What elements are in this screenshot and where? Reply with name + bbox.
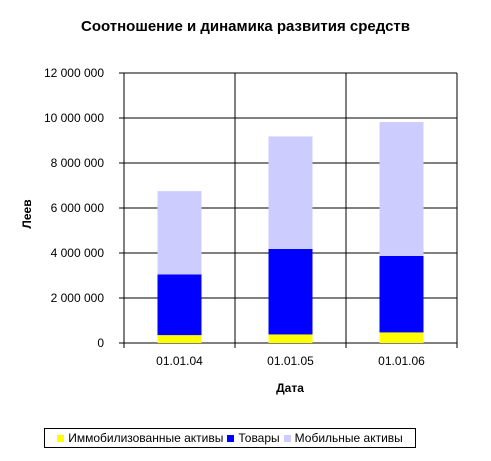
legend-label: Иммобилизованные активы	[68, 431, 224, 445]
x-tick-label: 01.01.06	[378, 354, 425, 368]
x-tick-label: 01.01.04	[156, 354, 203, 368]
legend-swatch	[57, 434, 65, 442]
legend-swatch	[227, 434, 235, 442]
legend-item: Товары	[227, 431, 280, 445]
bar-segment	[268, 136, 313, 249]
y-axis-label: Леев	[20, 199, 34, 228]
bar-segment	[157, 191, 202, 275]
legend-label: Товары	[238, 431, 280, 445]
x-axis-label: Дата	[276, 381, 304, 395]
bar-segment	[379, 332, 424, 343]
legend-label: Мобильные активы	[294, 431, 403, 445]
legend: Иммобилизованные активы Товары Мобильные а…	[44, 428, 416, 448]
bar-segment	[157, 335, 202, 343]
y-tick-label: 2 000 000	[51, 291, 105, 305]
bar-segment	[268, 334, 313, 343]
y-tick-label: 12 000 000	[44, 66, 104, 80]
legend-swatch	[283, 434, 291, 442]
y-tick-label: 8 000 000	[51, 156, 105, 170]
bar-segment	[268, 248, 313, 335]
y-tick-label: 6 000 000	[51, 201, 105, 215]
y-tick-label: 0	[97, 336, 104, 350]
bar-segment	[379, 122, 424, 256]
y-tick-label: 4 000 000	[51, 246, 105, 260]
bar-segment	[157, 274, 202, 336]
chart-title: Соотношение и динамика развития средств	[80, 18, 410, 35]
x-tick-label: 01.01.05	[267, 354, 314, 368]
bar-segment	[379, 255, 424, 333]
y-tick-label: 10 000 000	[44, 111, 104, 125]
legend-item: Иммобилизованные активы	[57, 431, 223, 445]
legend-item: Мобильные активы	[283, 431, 403, 445]
